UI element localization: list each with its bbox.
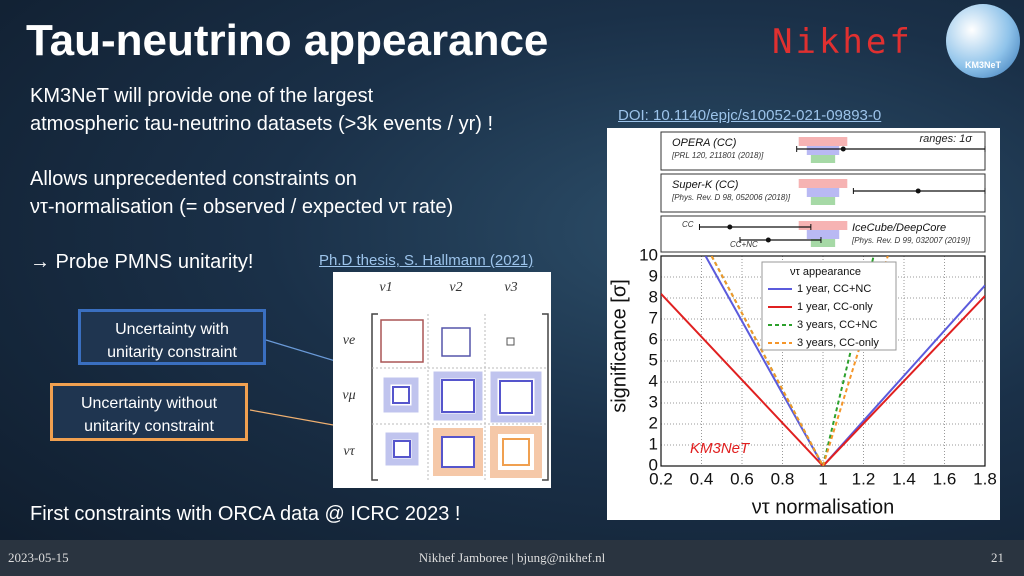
point-label: CC [682,220,694,229]
band [806,230,840,239]
matrix-col: ν3 [504,280,517,295]
y-tick-label: 5 [649,350,658,369]
legend-title: ντ appearance [790,266,861,278]
band [810,197,836,205]
matrix-row: νe [343,333,355,348]
x-tick-label: 1.6 [933,469,957,488]
point [765,237,771,243]
y-tick-label: 10 [639,245,658,264]
closing-line: First constraints with ORCA data @ ICRC … [30,503,461,525]
footer-date: 2023-05-15 [8,550,69,565]
x-tick-label: 0.8 [771,469,795,488]
matrix-col: ν2 [449,280,462,295]
nikhef-logo: Nikhef [772,22,913,62]
band [810,239,836,247]
band [798,179,848,188]
box-without: Uncertainty without unitarity constraint [50,383,248,441]
y-tick-label: 1 [649,434,658,453]
band [806,188,840,197]
point [915,188,921,194]
x-tick-label: 1.8 [973,469,997,488]
y-tick-label: 4 [649,371,658,390]
x-tick-label: 1.4 [892,469,916,488]
experiment-name: Super-K (CC) [672,179,739,191]
legend-label: 1 year, CC+NC [797,283,871,295]
title: Tau-neutrino appearance [26,16,549,65]
footer: 2023-05-15 Nikhef Jamboree | bjung@nikhe… [0,540,1024,576]
bullet-line: atmospheric tau-neutrino datasets (>3k e… [30,113,493,135]
y-tick-label: 8 [649,287,658,306]
x-tick-label: 1.2 [852,469,876,488]
band [798,137,848,146]
constraints-title: ranges: 1σ [920,133,973,145]
band [810,155,836,163]
matrix-row: νμ [342,388,355,403]
legend-label: 3 years, CC-only [797,337,879,349]
x-axis-label: ντ normalisation [752,496,894,518]
series-line [710,256,889,466]
band [798,221,848,230]
bullet-line: → Probe PMNS unitarity! [30,251,254,273]
box-with: Uncertainty with unitarity constraint [78,309,266,365]
point [840,146,846,152]
series-line [661,293,985,466]
y-tick-label: 2 [649,413,658,432]
point-label: CC+NC [730,240,758,249]
annotation: KM3NeT [690,440,751,457]
page-number: 21 [991,550,1004,565]
y-axis-label: significance [σ] [608,279,630,413]
series-line [704,256,985,466]
experiment-name: IceCube/DeepCore [852,222,946,234]
x-tick-label: 0.4 [690,469,714,488]
x-tick-label: 1 [818,469,827,488]
y-tick-label: 7 [649,308,658,327]
panel-frame [660,215,986,253]
matrix-col: ν1 [379,280,392,295]
matrix-row: ντ [343,444,355,459]
y-tick-label: 3 [649,392,658,411]
bullet-line: ντ-normalisation (= observed / expected … [30,196,454,218]
figures: ν1 ν2 ν3 νe νμ ντ ranges: 1σ OPERA (CC) [P… [249,131,997,519]
bullet-line: Allows unprecedented constraints on [30,168,357,190]
thesis-link[interactable]: Ph.D thesis, S. Hallmann (2021) [319,252,534,269]
experiment-ref: [Phys. Rev. D 98, 052006 (2018)] [671,193,791,202]
km3net-label: KM3NeT [964,60,1001,70]
doi-link[interactable]: DOI: 10.1140/epjc/s10052-021-09893-0 [618,107,882,124]
km3net-logo: KM3NeT [946,4,1020,78]
experiment-name: OPERA (CC) [672,137,737,149]
x-tick-label: 0.2 [649,469,673,488]
y-tick-label: 6 [649,329,658,348]
legend-label: 1 year, CC-only [797,301,873,313]
y-tick-label: 0 [649,455,658,474]
plot: ranges: 1σ OPERA (CC) [PRL 120, 211801 (20… [608,131,997,518]
footer-center: Nikhef Jamboree | bjung@nikhef.nl [418,550,606,565]
band [806,146,840,155]
experiment-ref: [Phys. Rev. D 99, 032007 (2019)] [851,236,971,245]
matrix-figure [333,272,551,488]
legend-label: 3 years, CC+NC [797,319,877,331]
bullet-line: KM3NeT will provide one of the largest [30,85,374,107]
x-tick-label: 0.6 [730,469,754,488]
experiment-ref: [PRL 120, 211801 (2018)] [671,151,764,160]
y-tick-label: 9 [649,266,658,285]
point [727,224,733,230]
